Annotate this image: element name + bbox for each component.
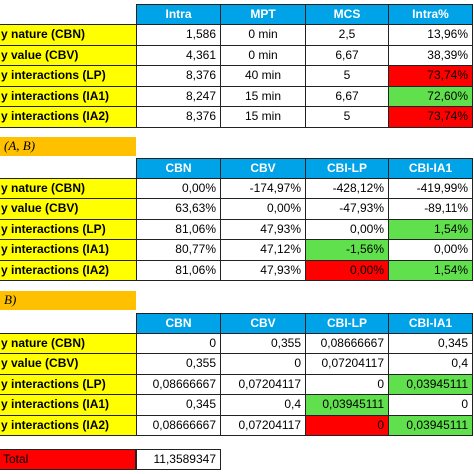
table-cell: 0 — [305, 373, 389, 396]
row-label: y interactions (IA1) — [0, 85, 137, 108]
table-cell: 47,93% — [220, 218, 306, 241]
table-cell: 15 min — [220, 85, 306, 108]
table-cell: 40 min — [220, 65, 306, 87]
table-cell: 0,00% — [388, 239, 473, 261]
table-cell: 6,67 — [305, 85, 389, 108]
table-cell: 0 — [388, 394, 473, 416]
column-header: CBN — [136, 158, 221, 179]
table-cell: -419,99% — [388, 178, 473, 200]
total-label: Total — [0, 449, 136, 470]
table-cell: 0,07204117 — [305, 353, 389, 375]
column-header: CBI-IA1 — [388, 158, 473, 179]
section-label: (A, B) — [0, 137, 136, 156]
row-label: y value (CBV) — [0, 353, 137, 375]
table-cell: 73,74% — [388, 65, 473, 87]
table-cell: 0 — [305, 414, 389, 436]
row-label: y interactions (IA2) — [0, 414, 137, 436]
table-cell: 63,63% — [136, 198, 221, 220]
table-cell: 47,12% — [220, 239, 306, 261]
table-cell: 0,08666667 — [136, 373, 221, 396]
table-cell: 0,355 — [136, 353, 221, 375]
table-cell: 8,376 — [136, 65, 221, 87]
section-label: B) — [0, 291, 136, 310]
table-cell: 1,586 — [136, 24, 221, 46]
table-cell: 0,00% — [136, 178, 221, 200]
table-cell: 73,74% — [388, 106, 473, 128]
table-cell: 0 — [136, 333, 221, 355]
column-header: CBV — [220, 313, 306, 334]
table-cell: -47,93% — [305, 198, 389, 220]
row-label: y nature (CBN) — [0, 178, 137, 200]
row-label: y value (CBV) — [0, 198, 137, 220]
table-cell: 38,39% — [388, 44, 473, 67]
table-cell: -1,56% — [305, 239, 389, 261]
column-header: CBI-LP — [305, 158, 389, 179]
row-label: y interactions (LP) — [0, 65, 137, 87]
row-label: y interactions (LP) — [0, 218, 137, 241]
table-cell: 15 min — [220, 106, 306, 128]
table-cell: 0,00% — [305, 218, 389, 241]
table-cell: 8,247 — [136, 85, 221, 108]
row-label: y interactions (IA2) — [0, 259, 137, 281]
column-header: CBI-LP — [305, 313, 389, 334]
column-header: Intra — [136, 4, 221, 25]
column-header: MCS — [305, 4, 389, 25]
column-header: CBV — [220, 158, 306, 179]
table-cell: -428,12% — [305, 178, 389, 200]
column-header: CBN — [136, 313, 221, 334]
row-label: y interactions (LP) — [0, 373, 137, 396]
table-cell: 0,4 — [388, 353, 473, 375]
table-cell: 0,00% — [305, 259, 389, 281]
table-cell: 0,355 — [220, 333, 306, 355]
table-cell: 81,06% — [136, 218, 221, 241]
column-header: CBI-IA1 — [388, 313, 473, 334]
column-header: Intra% — [388, 4, 473, 25]
table-cell: 5 — [305, 65, 389, 87]
table-cell: 0,345 — [388, 333, 473, 355]
row-label: y nature (CBN) — [0, 24, 137, 46]
table-cell: 13,96% — [388, 24, 473, 46]
total-value: 11,3589347 — [136, 449, 221, 470]
table-cell: 81,06% — [136, 259, 221, 281]
row-label: y nature (CBN) — [0, 333, 137, 355]
table-cell: 8,376 — [136, 106, 221, 128]
table-cell: 0,00% — [220, 198, 306, 220]
column-header: MPT — [220, 4, 306, 25]
table-cell: 2,5 — [305, 24, 389, 46]
table-cell: 72,60% — [388, 85, 473, 108]
table-cell: 0,345 — [136, 394, 221, 416]
row-label: y interactions (IA1) — [0, 239, 137, 261]
table-cell: 1,54% — [388, 218, 473, 241]
table-cell: 0 min — [220, 44, 306, 67]
table-cell: -174,97% — [220, 178, 306, 200]
table-cell: 0,07204117 — [220, 414, 306, 436]
row-label: y value (CBV) — [0, 44, 137, 67]
table-cell: 47,93% — [220, 259, 306, 281]
table-cell: 6,67 — [305, 44, 389, 67]
row-label: y interactions (IA2) — [0, 106, 137, 128]
table-cell: 1,54% — [388, 259, 473, 281]
table-cell: 0 min — [220, 24, 306, 46]
table-cell: 0,03945111 — [305, 394, 389, 416]
row-label: y interactions (IA1) — [0, 394, 137, 416]
table-cell: 0,07204117 — [220, 373, 306, 396]
table-cell: 0,03945111 — [388, 373, 473, 396]
table-cell: 4,361 — [136, 44, 221, 67]
table-cell: 0 — [220, 353, 306, 375]
table-cell: 0,08666667 — [136, 414, 221, 436]
table-cell: 0,03945111 — [388, 414, 473, 436]
table-cell: 80,77% — [136, 239, 221, 261]
table-cell: 0,08666667 — [305, 333, 389, 355]
table-cell: -89,11% — [388, 198, 473, 220]
table-cell: 0,4 — [220, 394, 306, 416]
table-cell: 5 — [305, 106, 389, 128]
